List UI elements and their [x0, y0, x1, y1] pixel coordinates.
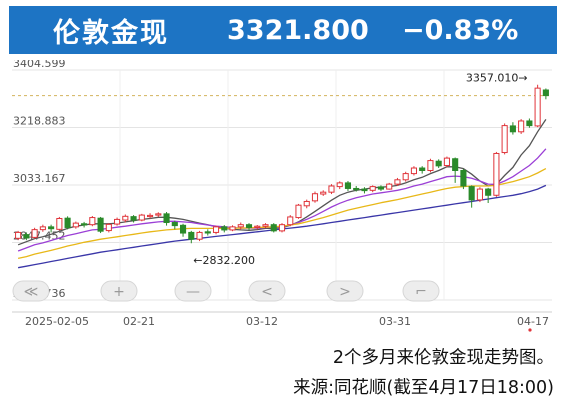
candle-body [476, 188, 483, 201]
candle-body [245, 224, 253, 228]
candle-body [386, 183, 393, 190]
candle-body [526, 120, 533, 127]
candle-body [344, 182, 352, 189]
candle-body [237, 224, 244, 228]
candle-body [435, 160, 442, 167]
candle-body [39, 226, 46, 231]
caption-line-2: 来源:同花顺(截至4月17日18:00) [293, 378, 554, 398]
candle-body [427, 160, 434, 172]
candle-body [204, 231, 211, 234]
candle-body [122, 215, 129, 221]
candle-body [377, 186, 385, 190]
candle-body [270, 224, 277, 232]
candle-body [493, 152, 500, 196]
candle-body [212, 226, 220, 233]
left-icon[interactable]: < [248, 280, 286, 302]
candle-body [468, 186, 475, 201]
candle-body [501, 125, 508, 154]
candle-body [138, 214, 145, 221]
candle-body [410, 167, 417, 175]
candle-body [48, 226, 55, 230]
candle-body [221, 226, 228, 231]
candle-body [460, 170, 467, 187]
candle-body [130, 216, 137, 221]
high-label: 3357.010→ [466, 72, 528, 85]
caption-line-1: 2个多月来伦敦金现走势图。 [332, 348, 554, 368]
svg-text:⌐: ⌐ [415, 284, 427, 300]
candle-body [89, 217, 96, 226]
svg-text:<: < [261, 284, 273, 300]
candle-body [171, 222, 178, 227]
low-label: ←2832.200 [193, 254, 255, 267]
svg-text:>: > [339, 284, 351, 300]
candle-body [402, 173, 409, 181]
x-tick-label: 04-17 [517, 315, 549, 328]
candle-body [394, 179, 401, 185]
reset-icon[interactable]: ⌐ [402, 280, 440, 302]
svg-text:+: + [113, 284, 125, 300]
candle-body [196, 231, 203, 240]
candle-body [81, 223, 88, 226]
candle-body [163, 213, 170, 224]
price-banner: 伦敦金现 3321.800 −0.83% [9, 6, 557, 54]
y-tick-label: 3218.883 [13, 115, 66, 128]
moving-average-line-3 [17, 168, 547, 260]
candle-body [97, 217, 104, 232]
candlestick-chart[interactable]: 3404.5993218.8833033.1672847.4522661.736… [9, 60, 557, 332]
candle-body [369, 186, 376, 191]
candle-body [311, 193, 319, 202]
candle-body [328, 185, 335, 193]
svg-text:—: — [186, 284, 200, 300]
candle-body [295, 204, 302, 219]
x-tick-label: 03-12 [246, 315, 278, 328]
candle-body [336, 182, 343, 188]
candle-body [155, 213, 162, 216]
candle-body [443, 157, 450, 167]
current-price: 3321.800 [227, 14, 369, 46]
candle-body [518, 120, 525, 133]
x-tick-label: 02-21 [123, 315, 155, 328]
y-tick-label: 3404.599 [13, 60, 66, 70]
latest-marker [528, 328, 532, 332]
x-tick-label: 03-31 [379, 315, 411, 328]
candle-body [509, 125, 516, 133]
candle-body [23, 234, 30, 239]
candle-body [353, 187, 360, 191]
candle-body [15, 231, 22, 239]
candle-body [542, 89, 549, 97]
candle-body [303, 200, 310, 207]
candle-body [361, 188, 368, 192]
y-tick-label: 3033.167 [13, 172, 66, 185]
x-tick-label: 2025-02-05 [25, 315, 89, 328]
price-change: −0.83% [402, 14, 519, 46]
moving-average-line-2 [17, 148, 547, 252]
candle-body [287, 216, 294, 226]
double-left-icon[interactable]: ≪ [12, 280, 50, 302]
candle-body [320, 191, 327, 195]
svg-text:≪: ≪ [24, 284, 39, 300]
zoom-out-icon[interactable]: — [174, 280, 212, 302]
zoom-in-icon[interactable]: + [100, 280, 138, 302]
candle-body [31, 229, 38, 238]
candle-body [147, 214, 154, 218]
candle-body [485, 188, 492, 196]
candle-body [56, 217, 63, 230]
instrument-name: 伦敦金现 [53, 17, 169, 49]
candle-body [419, 167, 426, 172]
candle-body [278, 224, 286, 232]
candle-body [229, 226, 236, 231]
candle-body [534, 87, 541, 127]
candle-body [64, 217, 71, 228]
candle-body [452, 158, 459, 172]
candle-body [254, 225, 261, 228]
candle-body [179, 224, 187, 234]
right-icon[interactable]: > [326, 280, 364, 302]
candle-body [114, 218, 121, 225]
candle-body [262, 224, 269, 227]
chart-svg: 3404.5993218.8833033.1672847.4522661.736… [12, 60, 552, 332]
candle-body [72, 222, 79, 228]
candle-body [105, 223, 112, 232]
candle-body [188, 231, 195, 240]
